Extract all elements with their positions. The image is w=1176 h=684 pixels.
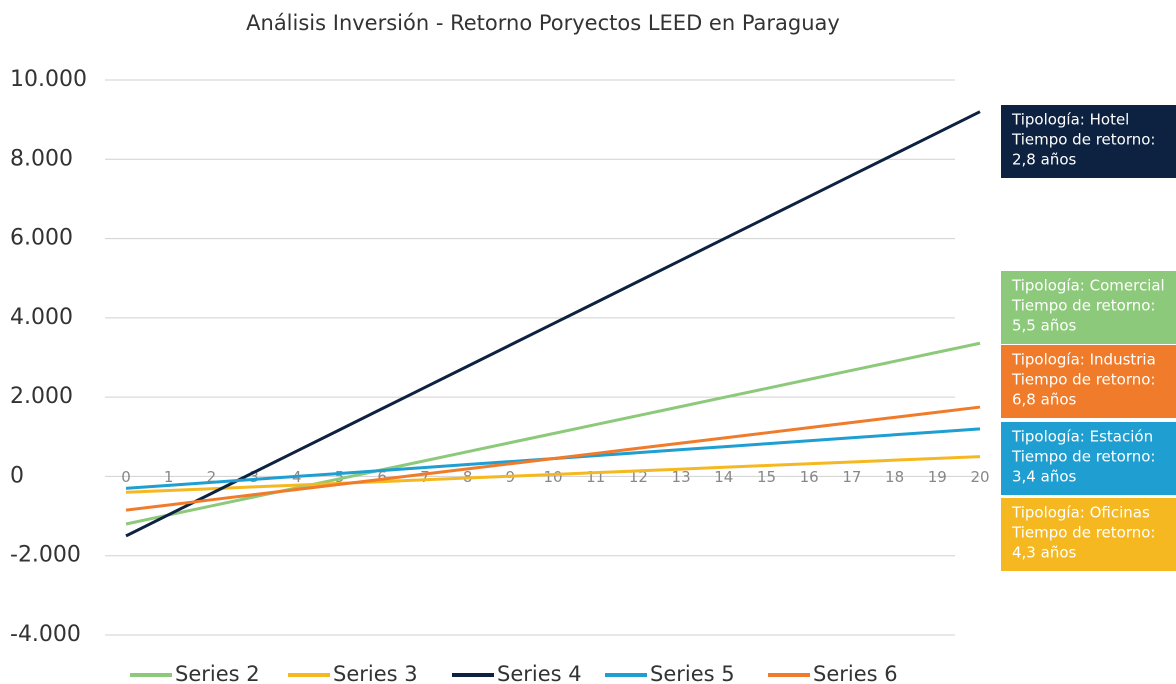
x-tick-label: 17 [842, 468, 861, 486]
annotation-text: Tipología: Hotel [1011, 111, 1129, 129]
legend-label: Series 3 [333, 662, 418, 684]
annotation-text: 4,3 años [1012, 544, 1076, 562]
x-tick-label: 11 [586, 468, 605, 486]
annotation-box [1001, 498, 1176, 571]
y-tick-label: 6.000 [10, 226, 73, 251]
series-line [125, 110, 981, 538]
x-tick-label: 13 [672, 468, 691, 486]
annotation-box [1001, 271, 1176, 344]
x-tick-label: 18 [885, 468, 904, 486]
x-tick-label: 6 [377, 468, 387, 486]
x-tick-label: 14 [714, 468, 733, 486]
legend-label: Series 4 [497, 662, 582, 684]
annotation-text: 6,8 años [1012, 391, 1076, 409]
x-tick-label: 20 [970, 468, 989, 486]
series-line [125, 341, 981, 526]
legend-label: Series 6 [813, 662, 898, 684]
annotation-box [1001, 422, 1176, 495]
annotation-text: Tipología: Industria [1011, 351, 1156, 369]
chart-title: Análisis Inversión - Retorno Poryectos L… [246, 11, 840, 35]
annotation-text: Tipología: Oficinas [1011, 504, 1150, 522]
x-tick-label: 2 [207, 468, 217, 486]
annotation-text: Tiempo de retorno: [1011, 371, 1155, 389]
y-tick-label: 0 [10, 463, 24, 488]
x-tick-label: 3 [249, 468, 259, 486]
x-tick-label: 5 [335, 468, 345, 486]
x-tick-label: 10 [543, 468, 562, 486]
x-tick-label: 15 [757, 468, 776, 486]
x-tick-label: 16 [800, 468, 819, 486]
annotation-text: Tiempo de retorno: [1011, 524, 1155, 542]
annotation-text: Tiempo de retorno: [1011, 448, 1155, 466]
y-tick-label: 8.000 [10, 146, 73, 171]
series-line [125, 455, 981, 494]
legend-label: Series 2 [175, 662, 260, 684]
legend-label: Series 5 [650, 662, 735, 684]
annotation-box [1001, 345, 1176, 418]
annotation-text: Tipología: Estación [1011, 428, 1153, 446]
x-tick-label: 7 [420, 468, 430, 486]
annotation-text: Tiempo de retorno: [1011, 297, 1155, 315]
annotation-text: 2,8 años [1012, 151, 1076, 169]
y-tick-label: 4.000 [10, 305, 73, 330]
y-tick-label: 2.000 [10, 384, 73, 409]
y-tick-label: -4.000 [10, 622, 81, 647]
annotation-text: Tiempo de retorno: [1011, 131, 1155, 149]
annotation-text: 5,5 años [1012, 317, 1076, 335]
x-tick-label: 0 [121, 468, 131, 486]
annotation-text: 3,4 años [1012, 468, 1076, 486]
annotation-box [1001, 105, 1176, 178]
x-tick-label: 19 [928, 468, 947, 486]
series-line [125, 405, 981, 512]
x-tick-label: 1 [164, 468, 174, 486]
y-tick-label: 10.000 [10, 67, 87, 92]
y-tick-label: -2.000 [10, 543, 81, 568]
annotation-text: Tipología: Comercial [1011, 277, 1165, 295]
